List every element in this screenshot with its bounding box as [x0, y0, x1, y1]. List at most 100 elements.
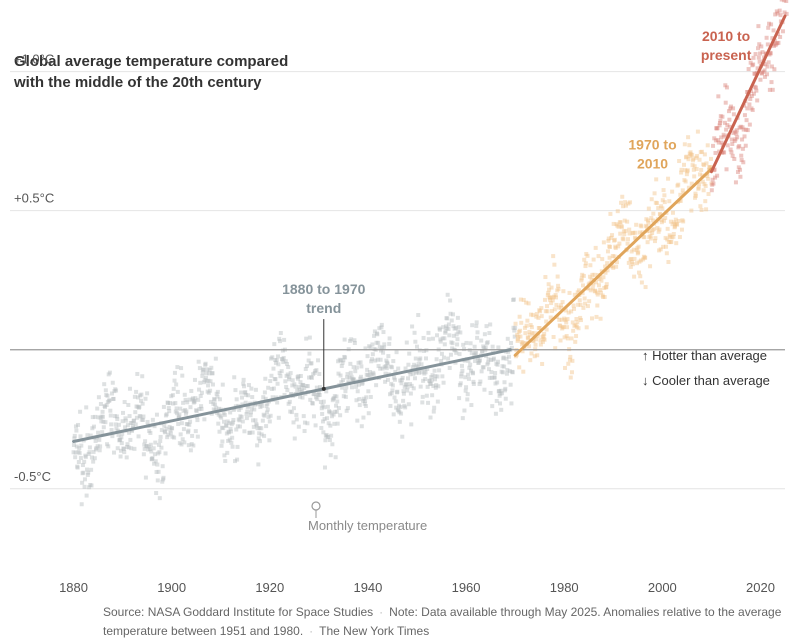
- monthly-point: [684, 172, 689, 177]
- monthly-point: [666, 260, 671, 265]
- monthly-point: [612, 238, 617, 243]
- monthly-point: [733, 129, 738, 134]
- monthly-point: [753, 85, 758, 90]
- monthly-point: [88, 482, 93, 487]
- monthly-point: [227, 420, 232, 425]
- monthly-point: [291, 420, 296, 425]
- monthly-point: [585, 304, 590, 309]
- monthly-point: [690, 163, 695, 168]
- monthly-point: [615, 223, 620, 228]
- monthly-point: [272, 377, 277, 382]
- monthly-point: [269, 373, 274, 378]
- monthly-point: [630, 262, 635, 267]
- monthly-point: [174, 382, 179, 387]
- monthly-point: [288, 409, 293, 414]
- monthly-point: [769, 80, 774, 85]
- monthly-point: [442, 342, 447, 347]
- monthly-point: [385, 360, 390, 365]
- monthly-point: [750, 63, 755, 68]
- monthly-point: [210, 371, 215, 376]
- monthly-point: [150, 417, 155, 422]
- monthly-point: [773, 12, 778, 17]
- monthly-point: [136, 434, 141, 439]
- monthly-point: [235, 457, 240, 462]
- monthly-point: [180, 373, 185, 378]
- monthly-point: [721, 150, 726, 155]
- monthly-point: [703, 183, 708, 188]
- monthly-point: [548, 295, 553, 300]
- monthly-point: [259, 432, 264, 437]
- monthly-point: [631, 230, 636, 235]
- monthly-point: [428, 381, 433, 386]
- monthly-point: [464, 385, 469, 390]
- monthly-point: [193, 429, 198, 434]
- monthly-point: [129, 446, 134, 451]
- monthly-point: [351, 365, 356, 370]
- monthly-point: [552, 262, 557, 267]
- monthly-point: [222, 419, 227, 424]
- monthly-point: [643, 255, 648, 260]
- monthly-point: [179, 442, 184, 447]
- trend-label: 1880 to 1970: [282, 281, 365, 297]
- monthly-point: [768, 50, 773, 55]
- monthly-point: [564, 333, 569, 338]
- monthly-point: [540, 339, 545, 344]
- monthly-point: [200, 373, 205, 378]
- monthly-point: [178, 406, 183, 411]
- monthly-point: [774, 41, 779, 46]
- monthly-point: [384, 358, 389, 363]
- monthly-point: [211, 407, 216, 412]
- monthly-point: [528, 358, 533, 363]
- monthly-point: [541, 336, 546, 341]
- monthly-point: [591, 282, 596, 287]
- monthly-point: [101, 419, 106, 424]
- monthly-point: [250, 430, 255, 435]
- monthly-point: [114, 388, 119, 393]
- monthly-point: [137, 404, 142, 409]
- monthly-point: [645, 240, 650, 245]
- monthly-point: [403, 366, 408, 371]
- monthly-point: [394, 350, 399, 355]
- monthly-point: [336, 406, 341, 411]
- monthly-point: [197, 387, 202, 392]
- monthly-point: [697, 172, 702, 177]
- monthly-point: [764, 35, 769, 40]
- x-tick-label: 1900: [157, 580, 186, 595]
- monthly-point: [157, 450, 162, 455]
- monthly-point: [121, 447, 126, 452]
- monthly-point: [601, 240, 606, 245]
- monthly-point: [750, 107, 755, 112]
- monthly-point: [373, 358, 378, 363]
- monthly-point: [599, 278, 604, 283]
- monthly-point: [761, 69, 766, 74]
- monthly-point: [489, 375, 494, 380]
- monthly-point: [578, 315, 583, 320]
- monthly-point: [385, 377, 390, 382]
- monthly-point: [505, 336, 510, 341]
- monthly-point: [244, 392, 249, 397]
- monthly-point: [361, 398, 366, 403]
- monthly-point: [414, 370, 419, 375]
- monthly-point: [672, 220, 677, 225]
- monthly-point: [116, 432, 121, 437]
- monthly-point: [681, 219, 686, 224]
- monthly-point: [581, 283, 586, 288]
- monthly-point: [372, 329, 377, 334]
- monthly-point: [536, 315, 541, 320]
- monthly-point: [379, 322, 384, 327]
- monthly-point: [457, 352, 462, 357]
- monthly-point: [525, 318, 530, 323]
- monthly-point: [301, 414, 306, 419]
- monthly-point: [229, 422, 234, 427]
- monthly-point: [657, 248, 662, 253]
- monthly-point: [225, 419, 230, 424]
- monthly-point: [262, 413, 267, 418]
- monthly-point: [264, 410, 269, 415]
- monthly-point: [536, 325, 541, 330]
- monthly-point: [71, 450, 76, 455]
- monthly-point: [198, 393, 203, 398]
- monthly-point: [784, 0, 789, 3]
- monthly-point: [95, 406, 100, 411]
- monthly-point: [529, 351, 534, 356]
- monthly-point: [445, 292, 450, 297]
